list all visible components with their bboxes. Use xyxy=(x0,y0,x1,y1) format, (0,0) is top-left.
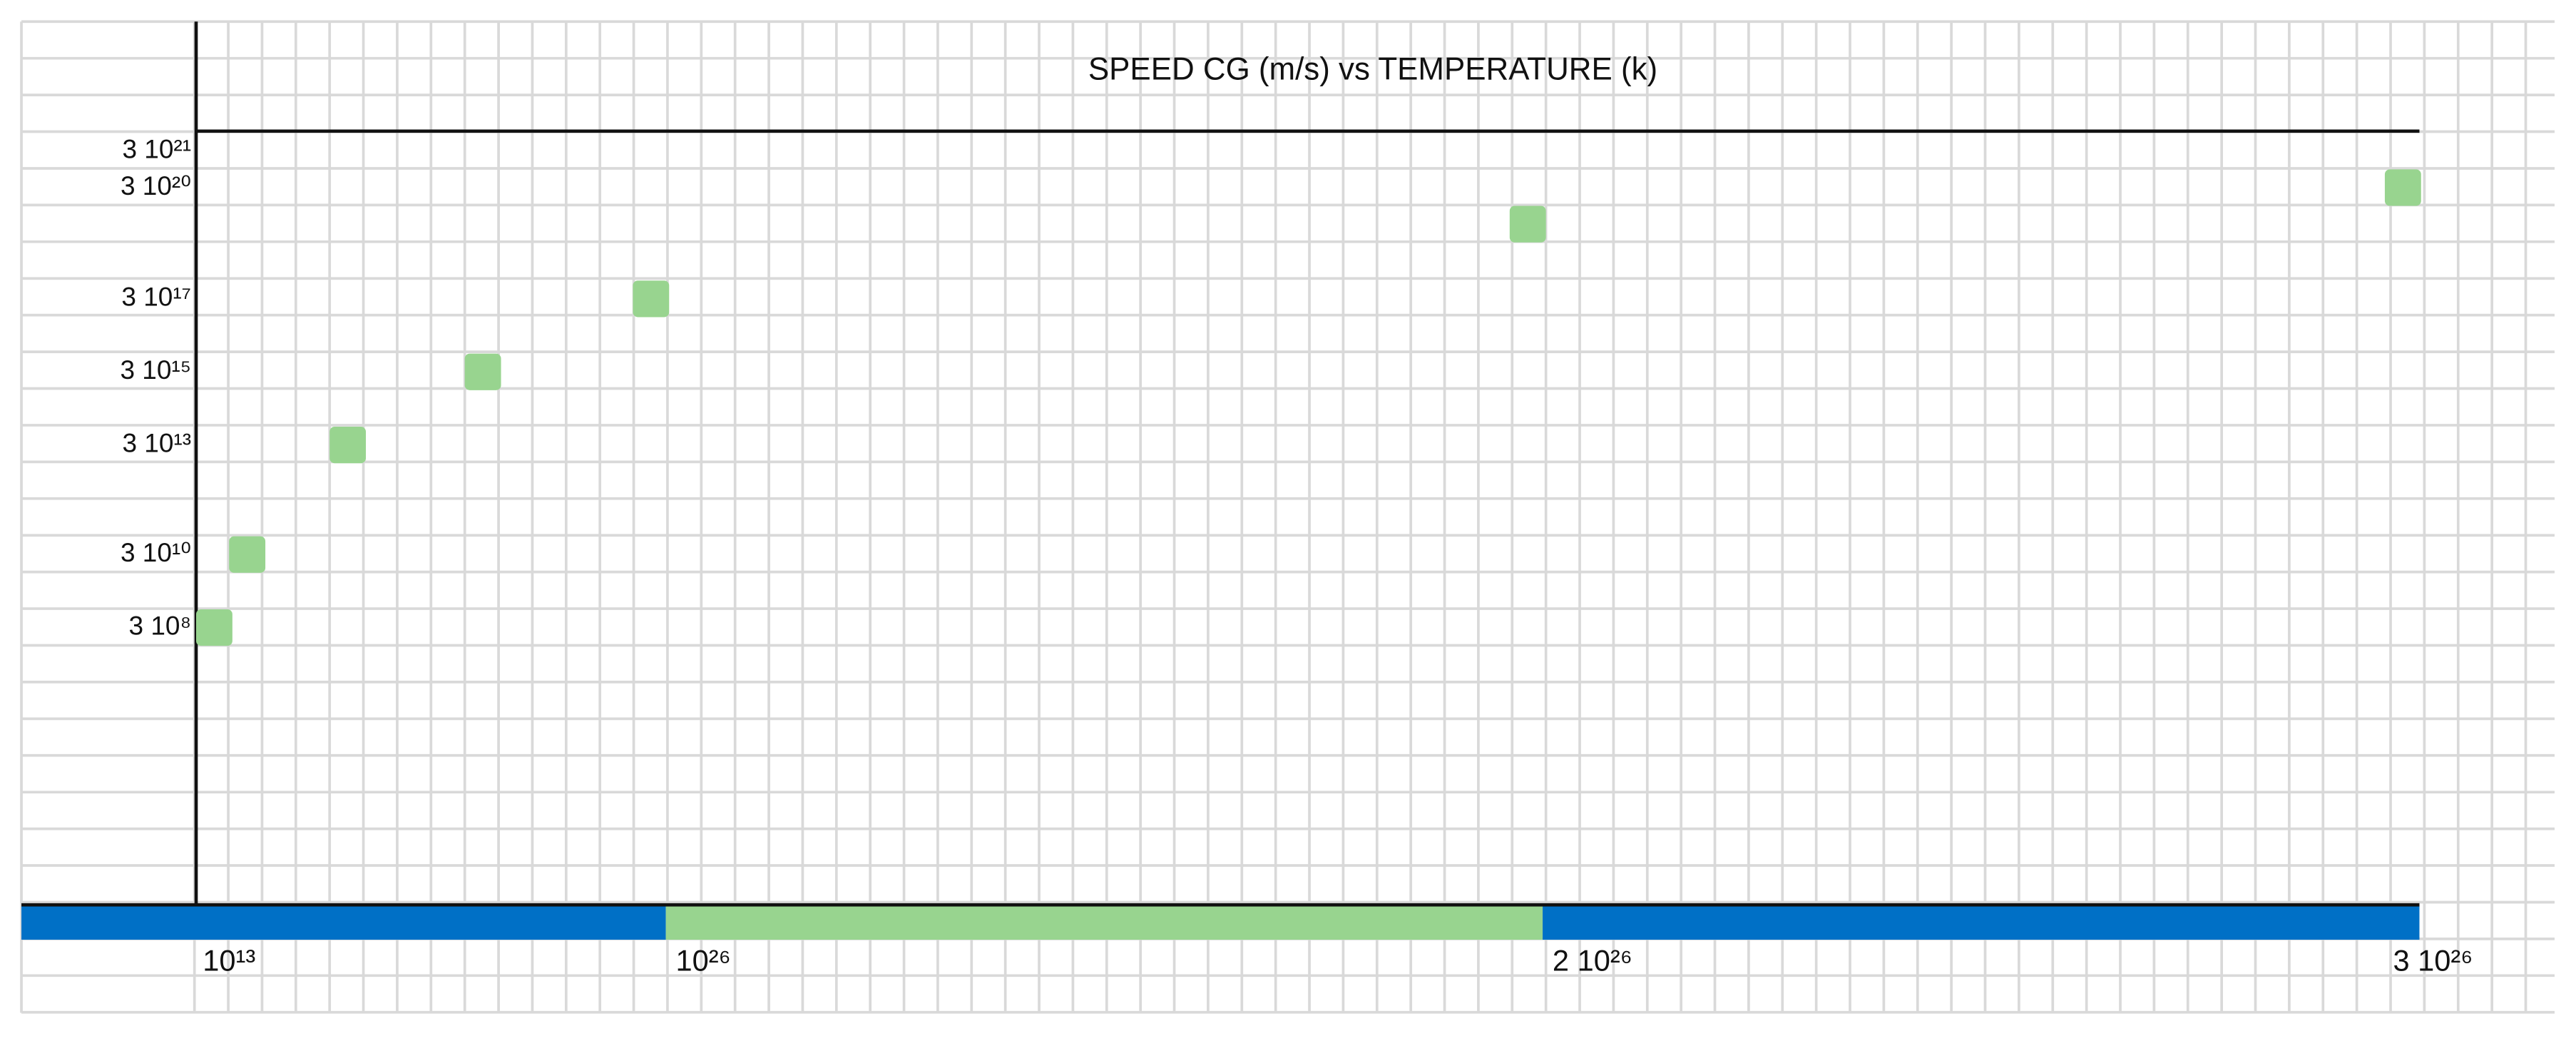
bar-segment xyxy=(665,905,1543,940)
x-label: 3 10²⁶ xyxy=(2393,944,2473,977)
points xyxy=(196,169,2421,646)
x-label: 10²⁶ xyxy=(675,944,730,977)
y-label: 3 10⁸ xyxy=(129,610,192,640)
point xyxy=(329,427,367,464)
point xyxy=(2384,169,2421,206)
point xyxy=(464,353,501,390)
bar-segment xyxy=(21,905,666,940)
point xyxy=(633,280,670,318)
point xyxy=(1509,205,1546,243)
y-label: 3 10¹⁷ xyxy=(121,282,191,312)
bar-segment xyxy=(1543,905,2420,940)
y-label: 3 10¹³ xyxy=(122,427,191,457)
point xyxy=(229,536,266,573)
y-label: 3 10¹⁵ xyxy=(120,355,191,385)
point xyxy=(196,609,232,646)
y-label: 3 10¹⁰ xyxy=(121,537,191,567)
x-label: 10¹³ xyxy=(203,944,255,977)
x-label: 2 10²⁶ xyxy=(1553,944,1632,977)
cell-grid xyxy=(20,20,2555,1014)
y-label: 3 10²⁰ xyxy=(121,171,191,200)
chart-title: SPEED CG (m/s) vs TEMPERATURE (k) xyxy=(1088,52,1657,87)
y-label: 3 10²¹ xyxy=(122,133,191,163)
